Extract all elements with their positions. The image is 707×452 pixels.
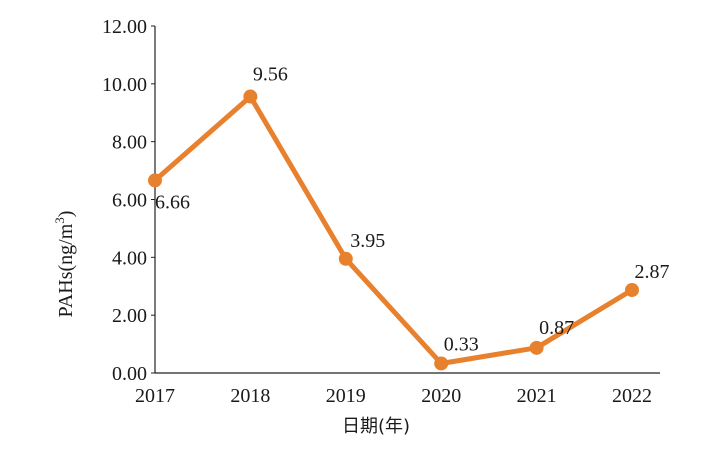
- y-tick-label: 12.00: [102, 16, 147, 38]
- data-label: 9.56: [253, 64, 288, 86]
- data-point-marker: [529, 340, 544, 355]
- y-tick-label: 8.00: [112, 132, 147, 154]
- x-axis: 2017 2018 2019 2020 2021 2022: [135, 372, 660, 407]
- x-tick-label: 2022: [612, 385, 652, 407]
- y-axis-title-close: ): [55, 211, 77, 218]
- data-labels-group: 6.66 9.56 3.95 0.33 0.87 2.87: [155, 64, 670, 356]
- y-axis-title: PAHs(ng/m3): [52, 211, 77, 318]
- data-label: 3.95: [350, 230, 385, 252]
- svg-text:PAHs(ng/m3): PAHs(ng/m3): [52, 211, 77, 318]
- x-axis-title: 日期(年): [342, 416, 410, 437]
- data-point-marker: [338, 251, 353, 266]
- x-tick-label: 2017: [135, 385, 175, 407]
- series-line: [152, 94, 635, 366]
- data-label: 0.33: [444, 333, 479, 355]
- data-label: 2.87: [635, 261, 670, 283]
- data-point-marker: [148, 173, 162, 188]
- y-axis-title-superscript: 3: [52, 217, 67, 224]
- y-tick-label: 10.00: [102, 74, 147, 96]
- x-tick-label: 2019: [326, 385, 366, 407]
- x-tick-label: 2018: [230, 385, 270, 407]
- y-tick-label: 6.00: [112, 190, 147, 212]
- data-label: 6.66: [155, 191, 190, 213]
- y-tick-label: 0.00: [112, 363, 147, 385]
- x-tick-label: 2021: [517, 385, 557, 407]
- data-label: 0.87: [539, 317, 574, 339]
- y-axis-title-main: PAHs(ng/m: [55, 223, 77, 317]
- data-point-marker: [625, 283, 639, 298]
- y-tick-label: 4.00: [112, 247, 147, 269]
- x-tick-label: 2020: [421, 385, 461, 407]
- data-point-marker: [434, 356, 449, 371]
- y-axis: 0.00 2.00 4.00 6.00 8.00 10.00 12.00: [102, 16, 156, 385]
- data-point-marker: [243, 89, 258, 104]
- series-line-group: [148, 89, 639, 371]
- y-tick-label: 2.00: [112, 305, 147, 327]
